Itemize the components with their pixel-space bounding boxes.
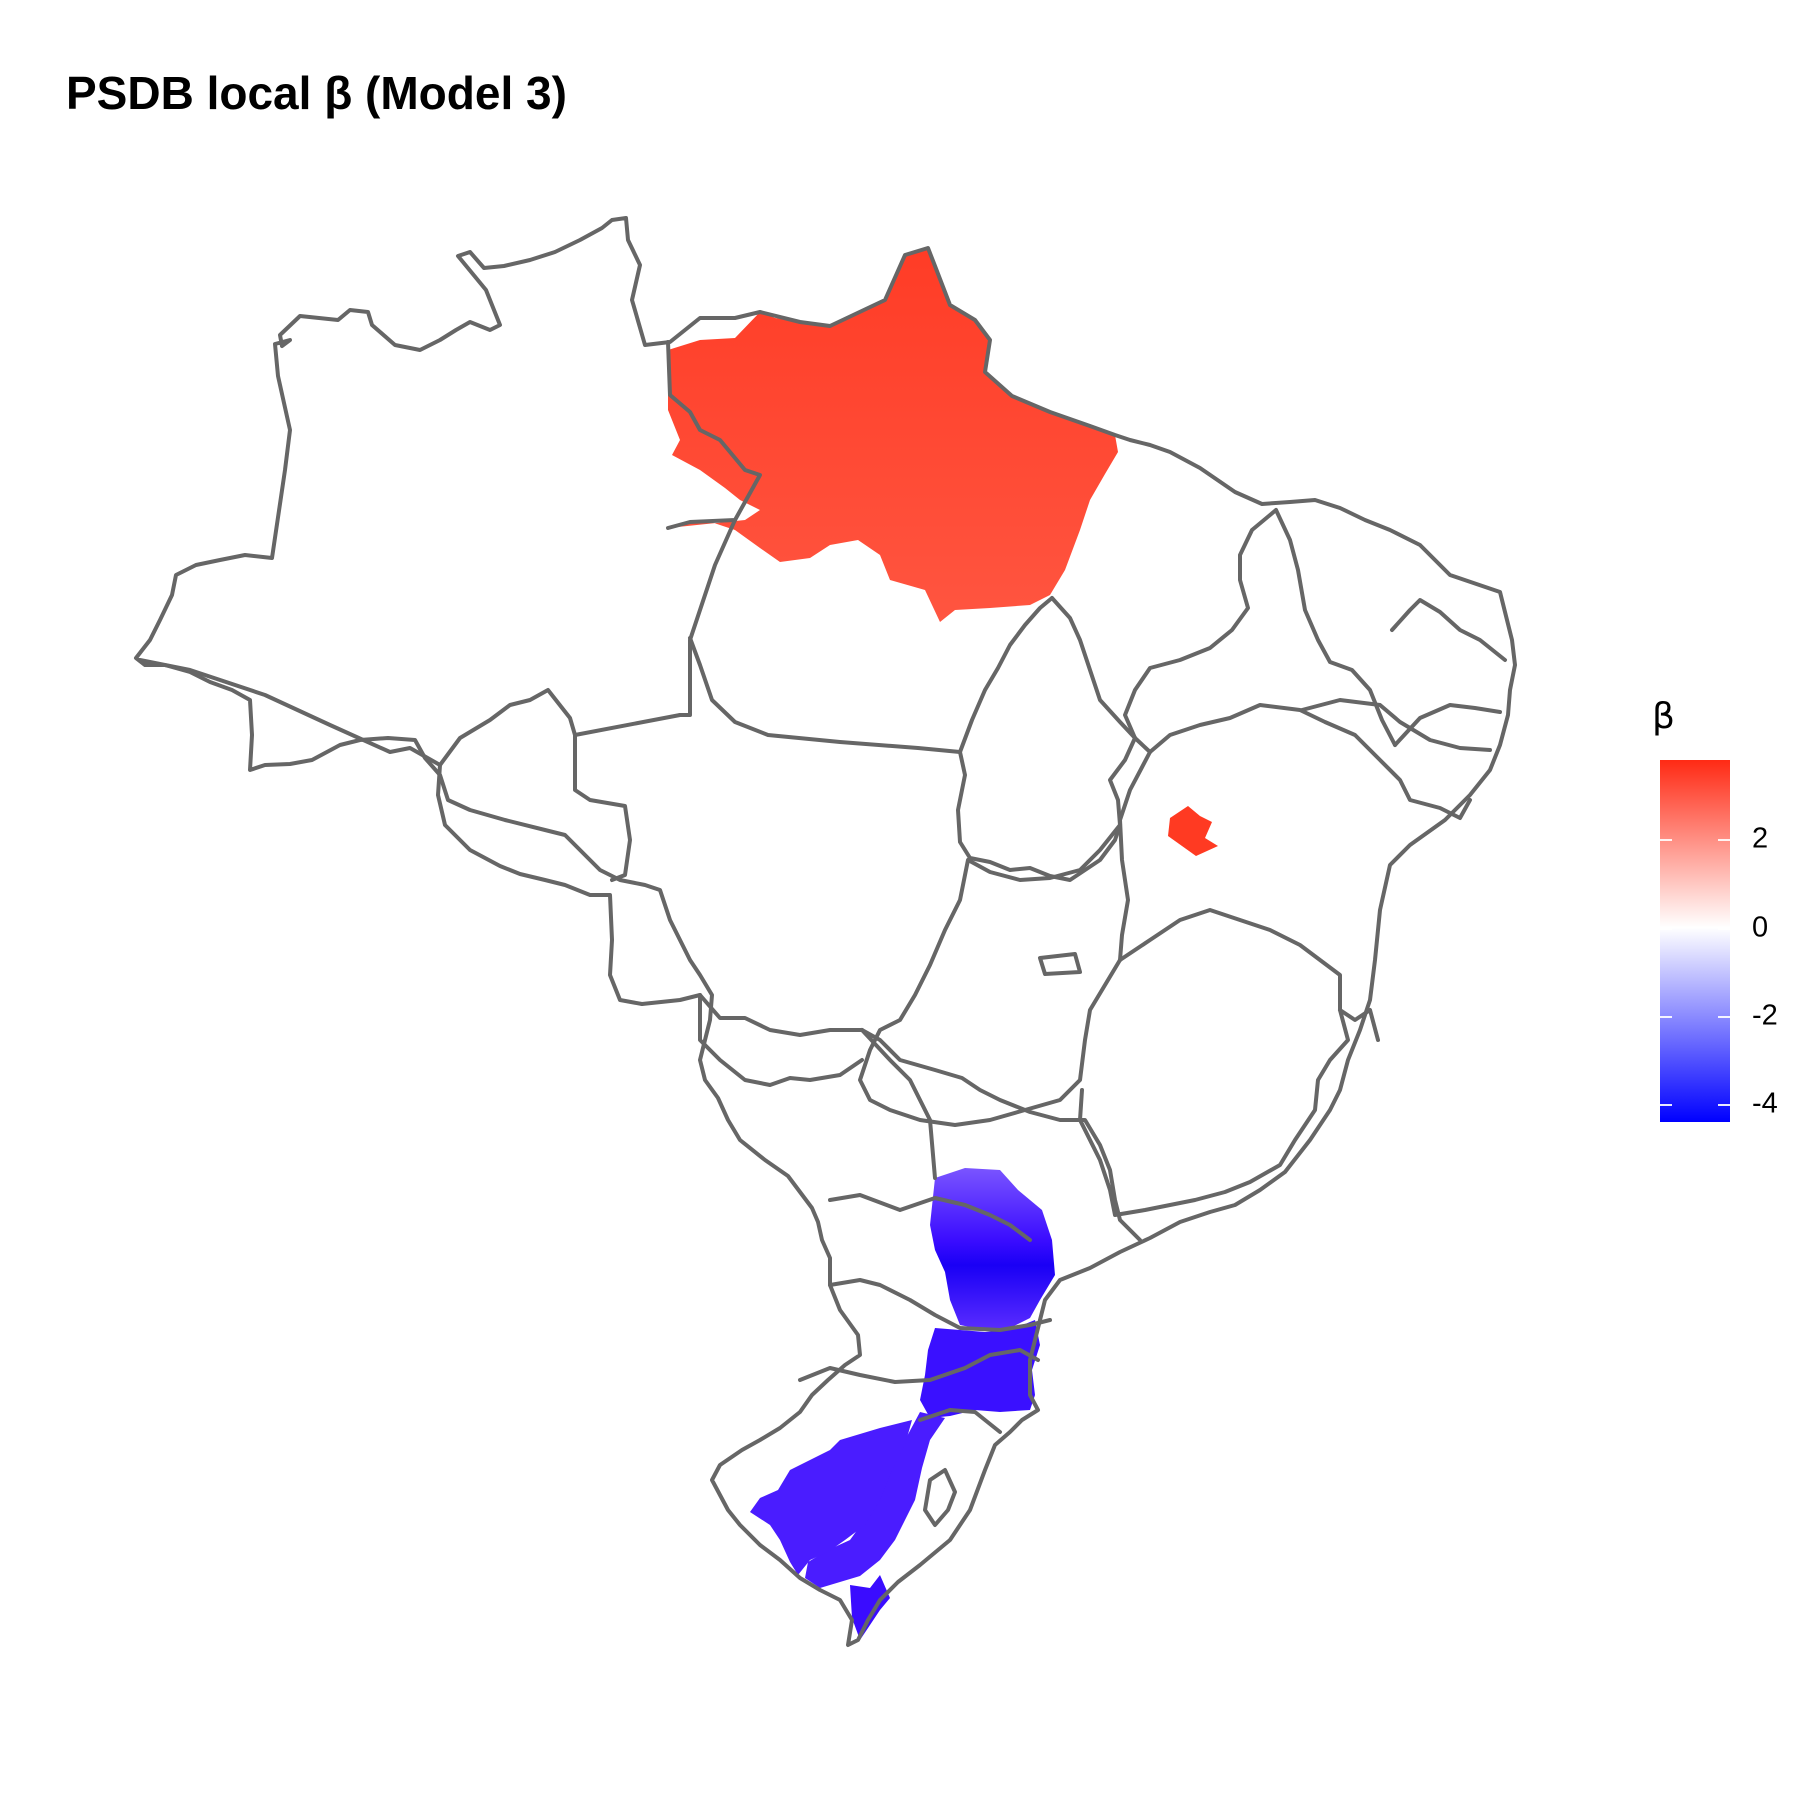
border-piaui-ceara (1123, 508, 1278, 740)
border-minas-gerais (1078, 908, 1350, 1217)
region-northeast-cluster (1168, 806, 1218, 856)
legend-color-bar (1660, 760, 1730, 1122)
border-ms-sp (860, 1028, 937, 1180)
region-south-cluster-rio-grande-south (850, 1575, 890, 1640)
border-parana-sc (828, 1278, 1052, 1332)
legend-tick-label: 0 (1752, 911, 1769, 944)
highlighted-regions (668, 248, 1218, 1640)
region-south-cluster-santa-catarina (920, 1320, 1040, 1418)
border-rondonia (438, 688, 682, 767)
border-mt-ms-west (698, 993, 864, 1087)
border-df (1038, 952, 1082, 976)
border-goias (858, 823, 1122, 1127)
border-pb-pe (1393, 703, 1502, 747)
region-south-cluster-rio-grande-west (750, 1420, 912, 1575)
legend-tick-label: -2 (1752, 999, 1778, 1032)
border-acre-amazonas (138, 658, 442, 767)
border-mato-grosso (573, 733, 632, 882)
border-rondonia-south (436, 763, 644, 1006)
border-mt-ms (640, 993, 864, 1037)
legend-title: β (1652, 696, 1675, 737)
border-para-south (688, 596, 1054, 754)
border-sc-rs (798, 1348, 1040, 1384)
border-ms-pr (828, 1193, 1032, 1242)
border-tocantins (956, 736, 1137, 882)
state-borders (134, 216, 1517, 1647)
border-bahia-west (1118, 750, 1152, 962)
border-maranhao-piaui (1050, 596, 1152, 754)
border-espirito-santo (1338, 1008, 1380, 1042)
legend-tick-label: 2 (1752, 822, 1769, 855)
border-sao-paulo (860, 1028, 1142, 1242)
border-pe-al (1300, 698, 1492, 752)
chart-title: PSDB local β (Model 3) (66, 67, 567, 119)
region-north-cluster (668, 248, 1118, 622)
border-bahia-north (1148, 703, 1472, 820)
region-south-cluster-parana (930, 1168, 1055, 1330)
brazil-outline (134, 216, 1517, 1647)
border-roraima (666, 340, 762, 530)
legend-tick-label: -4 (1752, 1087, 1778, 1120)
border-rs-inner (918, 1408, 1002, 1434)
border-rs-lagoon (923, 1468, 957, 1527)
border-rn-pb (1390, 598, 1507, 662)
